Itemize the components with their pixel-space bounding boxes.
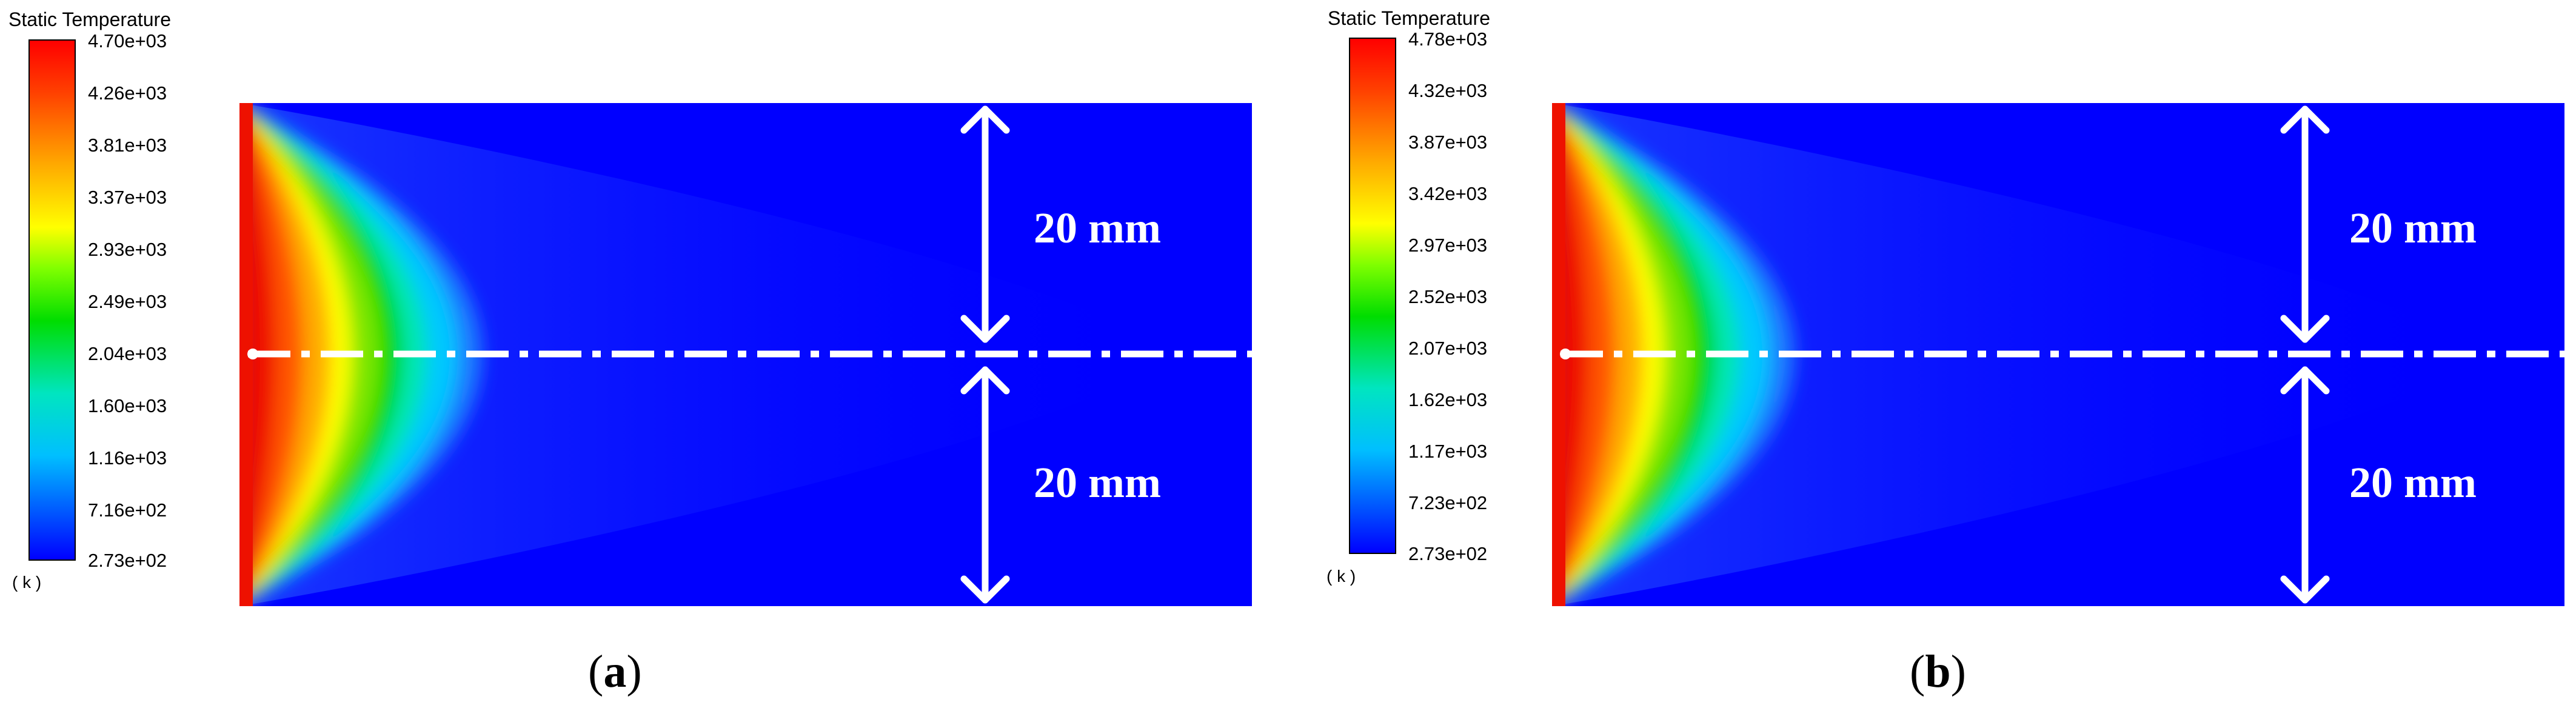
tick-label: 3.42e+03 <box>1408 183 1488 204</box>
colorbar <box>28 39 76 561</box>
tick-label: 2.49e+03 <box>88 291 167 312</box>
legend-title: Static Temperature <box>1328 7 1490 29</box>
tick-label: 3.87e+03 <box>1408 132 1488 153</box>
dimension-arrows <box>960 105 1010 604</box>
legend-unit: ( k ) <box>12 573 42 592</box>
caption-letter: b <box>1925 646 1951 697</box>
tick-label: 1.17e+03 <box>1408 441 1488 462</box>
dimension-label-lower: 20 mm <box>1034 458 1161 507</box>
legend-unit: ( k ) <box>1326 567 1356 586</box>
tick-label: 2.73e+02 <box>1408 543 1488 564</box>
panel-caption: (a) <box>588 646 642 698</box>
tick-label: 1.60e+03 <box>88 395 167 416</box>
tick-label: 2.97e+03 <box>1408 235 1488 256</box>
temperature-contour-field <box>1552 103 2564 606</box>
temperature-contour-field <box>239 103 1252 606</box>
caption-close: ) <box>1950 646 1966 697</box>
caption-open: ( <box>1910 646 1925 697</box>
tick-label: 4.70e+03 <box>88 30 167 52</box>
tick-label: 2.04e+03 <box>88 343 167 364</box>
tick-label: 3.81e+03 <box>88 135 167 156</box>
tick-label: 4.26e+03 <box>88 82 167 104</box>
dimension-arrows <box>2280 105 2330 604</box>
tick-label: 2.73e+02 <box>88 550 167 571</box>
tick-label: 1.16e+03 <box>88 447 167 469</box>
panel-caption: (b) <box>1910 646 1966 698</box>
tick-label: 2.07e+03 <box>1408 338 1488 359</box>
tick-label: 7.23e+02 <box>1408 492 1488 513</box>
dimension-label-lower: 20 mm <box>2349 458 2477 507</box>
panel-a: Static Temperature 4.70e+03 4.26e+03 3.8… <box>8 8 1252 698</box>
colorbar <box>1349 38 1396 554</box>
tick-label: 3.37e+03 <box>88 187 167 208</box>
panel-b: Static Temperature 4.78e+03 4.32e+03 3.8… <box>1322 0 2576 711</box>
dimension-label-upper: 20 mm <box>2349 204 2477 252</box>
caption-open: ( <box>588 646 604 697</box>
legend-title: Static Temperature <box>8 8 171 30</box>
tick-label: 2.52e+03 <box>1408 286 1488 307</box>
tick-label: 1.62e+03 <box>1408 389 1488 410</box>
tick-label: 4.32e+03 <box>1408 80 1488 101</box>
tick-label: 7.16e+02 <box>88 499 167 521</box>
caption-letter: a <box>603 646 627 697</box>
dimension-label-upper: 20 mm <box>1034 204 1161 252</box>
caption-close: ) <box>626 646 642 697</box>
tick-label: 4.78e+03 <box>1408 28 1488 50</box>
tick-label: 2.93e+03 <box>88 239 167 260</box>
